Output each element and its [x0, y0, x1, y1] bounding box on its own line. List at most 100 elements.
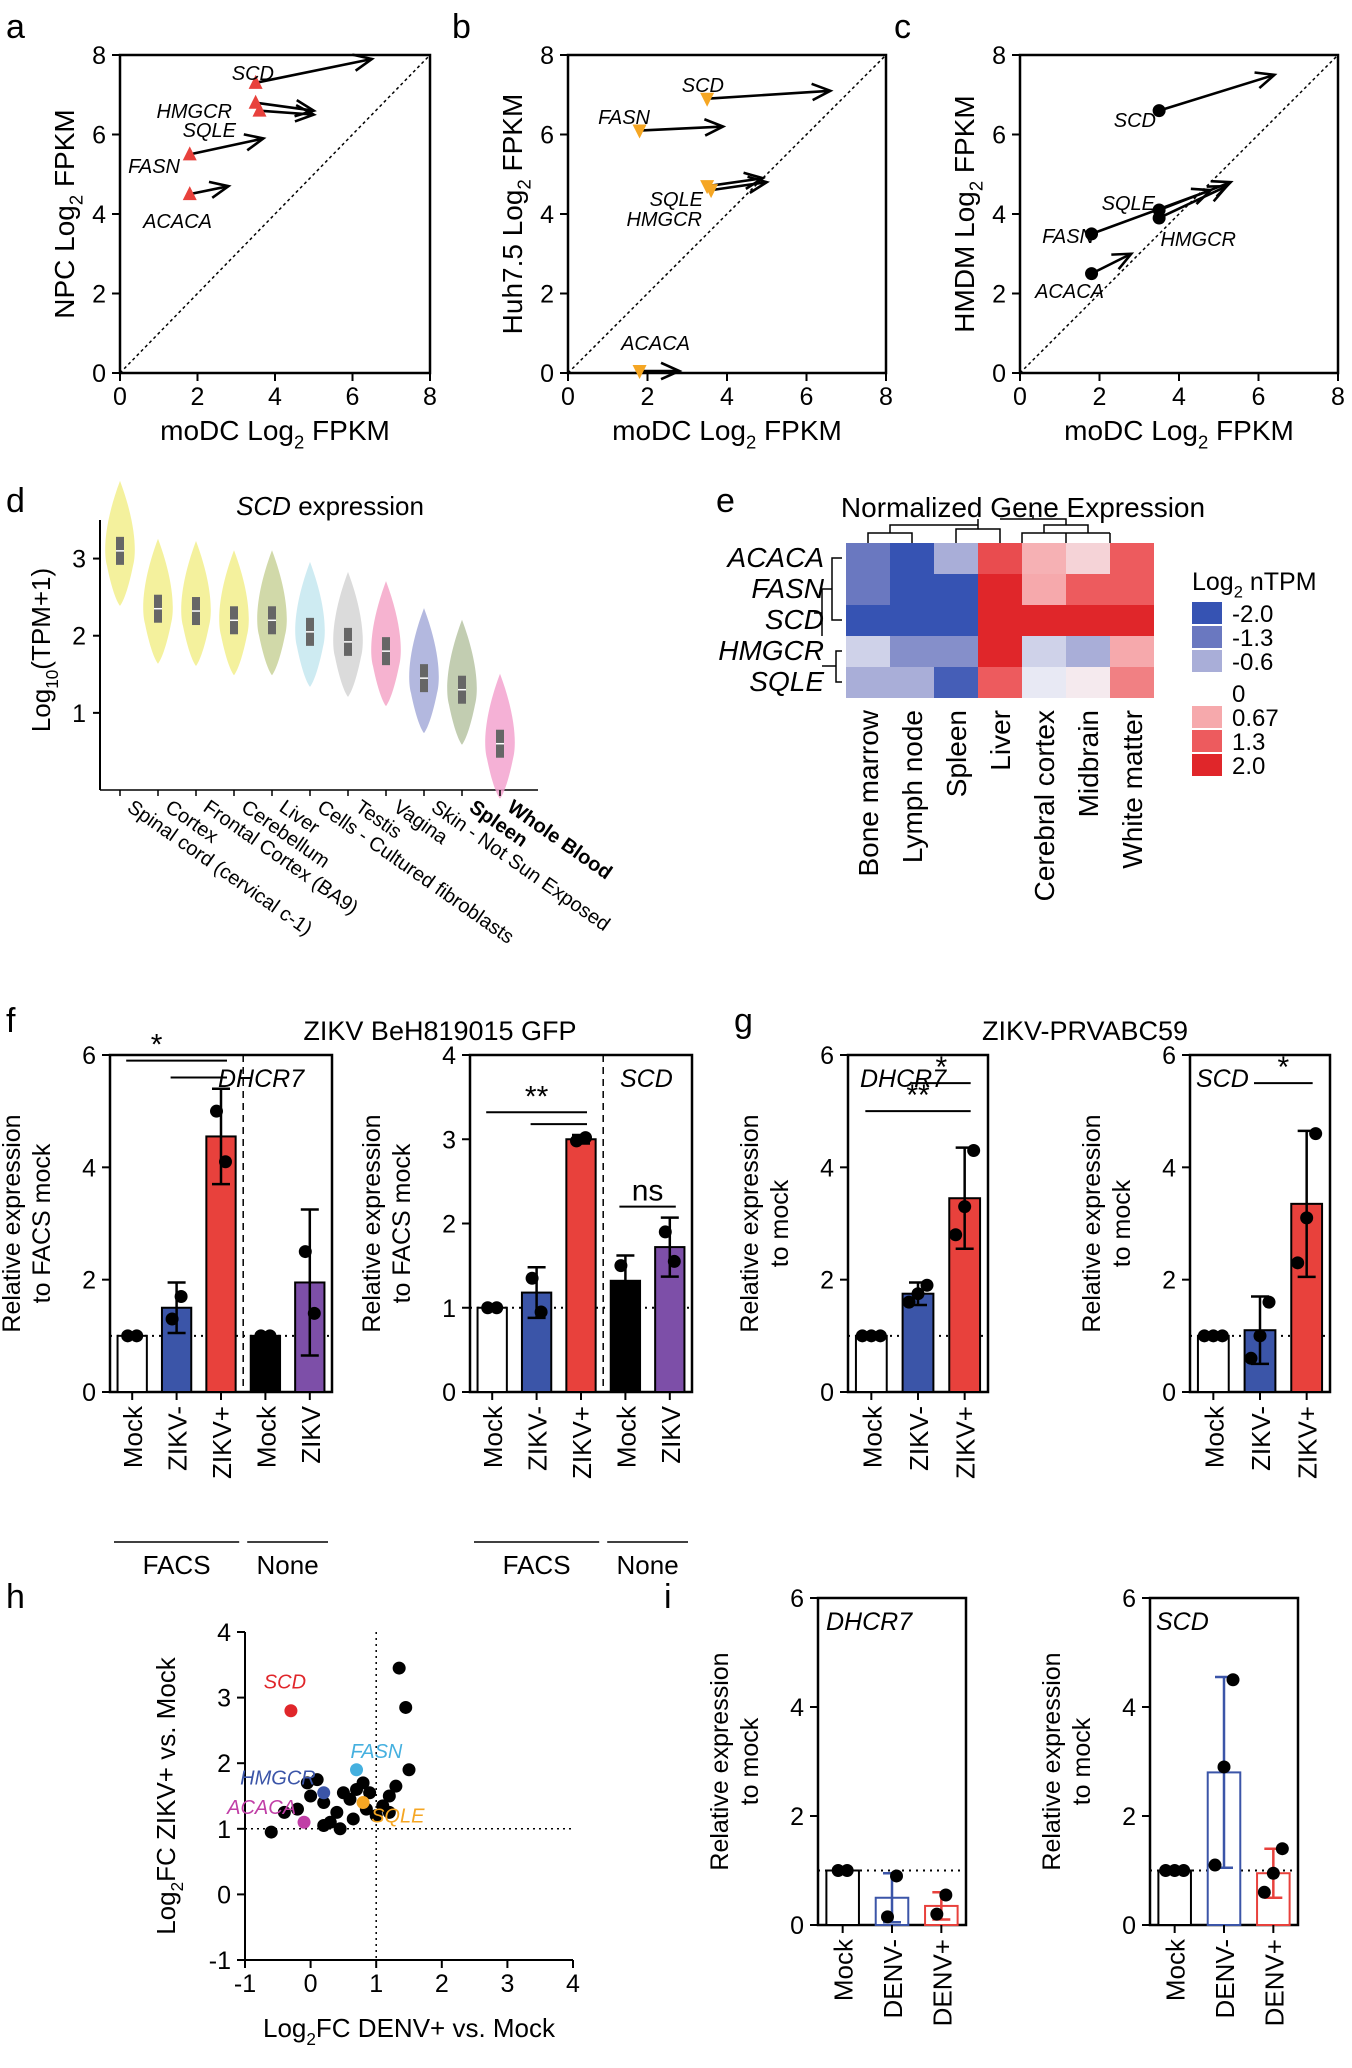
h-datapoint	[304, 1789, 318, 1803]
a-xtick-label: 6	[346, 383, 360, 411]
h-datapoint	[264, 1825, 278, 1839]
i1-datapoint	[840, 1864, 854, 1877]
a-gene-label-hmgcr: HMGCR	[156, 101, 232, 123]
g2-ytick-label: 0	[1162, 1379, 1176, 1407]
a-xtick-label: 4	[268, 383, 282, 411]
a-point-scd	[248, 74, 263, 89]
g1-ytick-label: 6	[820, 1042, 834, 1070]
g2-datapoint	[1244, 1351, 1258, 1365]
c-xtick-label: 2	[1093, 383, 1107, 411]
e-heatmap-cell	[890, 636, 934, 667]
a-point-acaca	[182, 186, 197, 201]
i1-ylabel-line1: Relative expression	[706, 1652, 734, 1870]
h-gene-label-acaca: ACACA	[226, 1797, 296, 1819]
h-ylabel-sub: 2	[167, 1882, 187, 1892]
h-xtick-label: 0	[304, 1970, 318, 1998]
e-legend-title-sub: 2	[1234, 584, 1243, 602]
g2-gene-label: SCD	[1196, 1065, 1249, 1093]
e-legend-label: -0.6	[1232, 649, 1273, 676]
g1-ytick-label: 2	[820, 1267, 834, 1295]
g2-category-label: Mock	[1199, 1405, 1229, 1468]
h-labeled-point-sqle	[356, 1796, 370, 1810]
h-datapoint	[382, 1805, 396, 1819]
i2-ytick-label: 6	[1122, 1585, 1136, 1613]
g1-sig-label: **	[906, 1079, 930, 1112]
d-ylabel-sub: 10	[42, 670, 62, 689]
h-ylabel: Log2FC ZIKV+ vs. Mock	[151, 1656, 187, 1935]
e-legend-swatch	[1192, 706, 1222, 728]
f1-datapoint	[254, 1329, 268, 1343]
g2-ytick-label: 6	[1162, 1042, 1176, 1070]
g1-datapoint	[864, 1329, 878, 1343]
a-arrow-fasn-shaft	[189, 137, 264, 156]
f2-sig-label: **	[525, 1080, 549, 1113]
c-xtick-label: 6	[1252, 383, 1266, 411]
g1-category-label: Mock	[857, 1405, 887, 1468]
f2-datapoint	[490, 1301, 504, 1315]
b-point-scd	[700, 92, 715, 107]
c-point-scd	[1152, 104, 1166, 118]
g1-category-label: ZIKV+	[951, 1406, 981, 1479]
f2-datapoint	[579, 1131, 592, 1145]
g1-gene-label: DHCR7	[860, 1065, 947, 1093]
i2-ytick-label: 2	[1122, 1803, 1136, 1831]
i1-datapoint	[939, 1888, 953, 1902]
i1-ytick-label: 0	[790, 1912, 804, 1940]
f2-datapoint	[614, 1259, 628, 1273]
c-gene-label-scd: SCD	[1114, 110, 1156, 132]
e-heatmap-cell	[1022, 605, 1066, 636]
f2-category-label: ZIKV	[656, 1405, 686, 1463]
e-legend-label: -2.0	[1232, 601, 1273, 628]
a-arrow-scd-shaft	[255, 57, 373, 85]
c-diagonal	[1019, 54, 1339, 374]
f2-category-label: Mock	[478, 1405, 508, 1468]
a-xlabel: moDC Log2 FPKM	[160, 415, 390, 452]
e-heatmap-cell	[978, 636, 1022, 667]
b-arrow-scd-head	[811, 82, 834, 102]
b-ytick-label: 8	[540, 42, 554, 70]
h-xlabel-main: Log	[263, 2013, 306, 2043]
f1-group-label: FACS	[143, 1550, 211, 1580]
f1-datapoint	[219, 1155, 232, 1169]
f1-category-label: ZIKV+	[207, 1406, 237, 1479]
h-datapoint	[402, 1763, 416, 1777]
i2-gene-label: SCD	[1156, 1608, 1209, 1636]
a-arrow-acaca-head	[208, 180, 232, 199]
b-xlabel-sub: 2	[746, 431, 756, 452]
h-labeled-point-fasn	[350, 1763, 364, 1777]
h-datapoint	[343, 1792, 357, 1806]
h-xtick-label: 4	[566, 1970, 580, 1998]
a-point-fasn	[182, 146, 197, 161]
b-gene-label-acaca: ACACA	[620, 333, 690, 355]
c-xtick-label: 8	[1331, 383, 1345, 411]
e-row-label: HMGCR	[718, 635, 824, 666]
f1-bar	[249, 1334, 282, 1394]
e-legend-swatch	[1192, 602, 1222, 624]
h-datapoint	[356, 1776, 370, 1790]
h-datapoint	[310, 1773, 324, 1787]
a-xlabel-sub: 2	[294, 431, 304, 452]
b-arrow-fasn-shaft	[639, 125, 724, 132]
e-col-dendrogram	[867, 515, 1111, 543]
b-point-hmgcr	[704, 184, 719, 199]
f1-ylabel-line1: Relative expression	[0, 1114, 26, 1332]
c-arrow-scd-shaft	[1158, 73, 1275, 112]
c-ylabel-tail: FPKM	[949, 95, 980, 181]
c-ytick-label: 0	[992, 360, 1006, 388]
i1-datapoint	[881, 1910, 894, 1924]
e-heatmap-cell	[1022, 636, 1066, 667]
d-ylabel-main: Log	[26, 689, 56, 732]
h-datapoint	[300, 1776, 314, 1790]
c-arrow-acaca-shaft	[1090, 252, 1132, 275]
c-xtick-label: 4	[1172, 383, 1186, 411]
e-column-label: Bone marrow	[853, 709, 884, 876]
b-xtick-label: 6	[800, 383, 814, 411]
f2-ytick-label: 3	[442, 1126, 456, 1154]
f2-ytick-label: 1	[442, 1295, 456, 1323]
i1-gene-label: DHCR7	[826, 1608, 913, 1636]
a-arrow-acaca-shaft	[189, 184, 229, 196]
f2-datapoint	[658, 1225, 672, 1239]
h-datapoint	[382, 1789, 396, 1803]
d-ytick-label: 3	[72, 546, 86, 574]
